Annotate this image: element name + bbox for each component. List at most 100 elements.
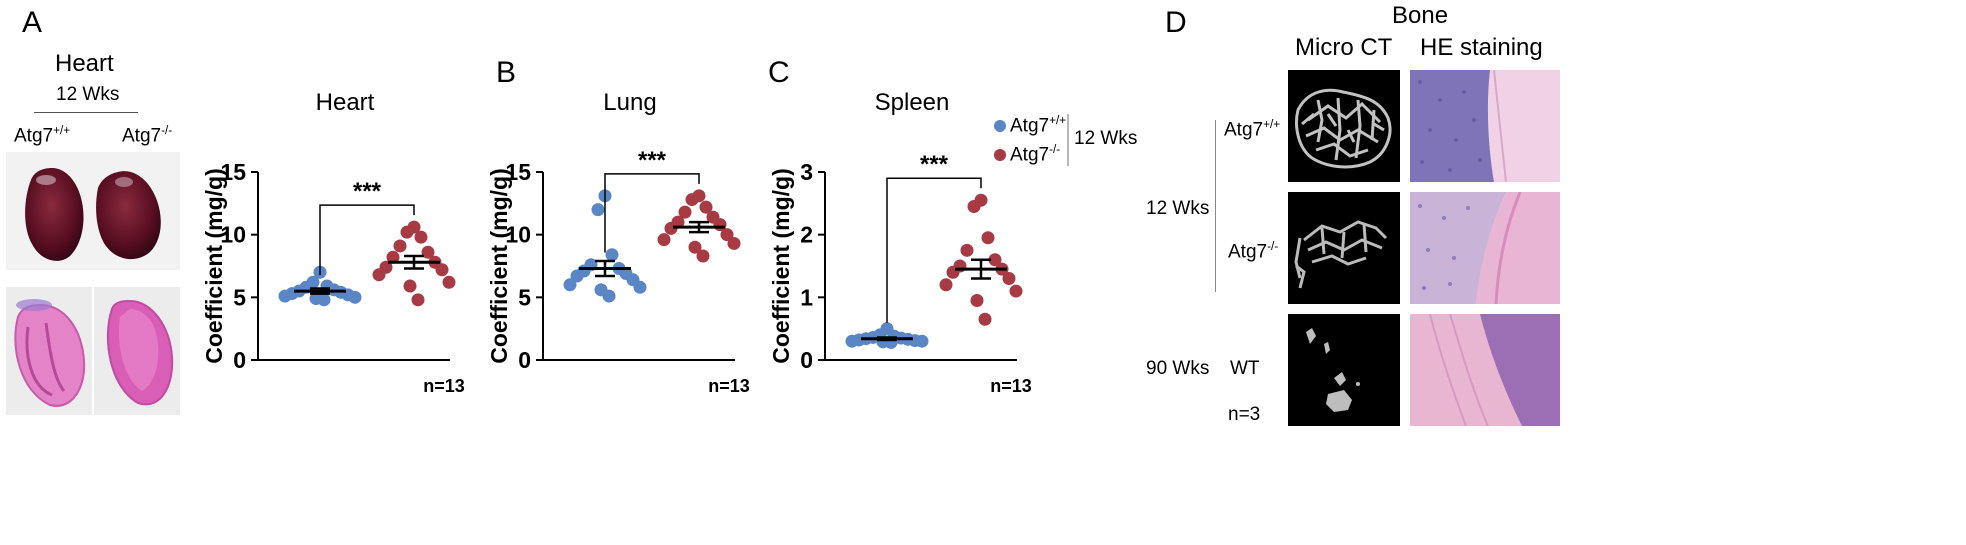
he-ko-image [1410, 192, 1560, 304]
heart-photo-genotype-ko: Atg7-/- [122, 124, 173, 147]
data-point [1009, 284, 1023, 298]
data-point [605, 248, 619, 262]
data-point [414, 230, 428, 244]
data-point [602, 289, 616, 303]
y-tick-label: 15 [505, 159, 531, 185]
data-point [372, 268, 386, 282]
y-axis-label: Coefficient (mg/g) [486, 168, 512, 364]
data-point [435, 263, 449, 277]
y-axis-label: Coefficient (mg/g) [201, 168, 227, 364]
n-label: n=13 [708, 376, 750, 396]
chart-heart: Heart Coefficient (mg/g) 0 5 10 15 *** n=13 [201, 89, 465, 396]
chart-lung: Lung Coefficient (mg/g) 0 5 10 15 *** n=13 [486, 89, 750, 396]
bone-n-label: n=3 [1228, 404, 1261, 425]
data-point [720, 228, 734, 242]
data-point [664, 221, 678, 235]
data-point [696, 249, 710, 263]
data-point [727, 236, 741, 250]
legend-swatch-wt [994, 120, 1006, 132]
y-tick-label: 0 [800, 347, 813, 373]
data-point [403, 279, 417, 293]
data-point [386, 250, 400, 264]
y-tick-label: 10 [220, 222, 246, 248]
y-tick-label: 15 [220, 159, 246, 185]
heart-section-photo [6, 287, 180, 415]
microct-wt-image [1288, 70, 1400, 182]
legend-swatch-ko [994, 149, 1006, 161]
n-label: n=13 [423, 376, 465, 396]
data-point [970, 293, 984, 307]
heart-photo-title: Heart [55, 50, 114, 77]
chart-title: Heart [316, 89, 375, 116]
data-point [317, 293, 331, 307]
data-point [411, 293, 425, 307]
bone-row-ko: Atg7-/- [1228, 240, 1279, 263]
significance-bracket [604, 173, 700, 253]
data-point [348, 290, 362, 304]
he-wt-image [1410, 70, 1560, 182]
data-point [915, 334, 929, 348]
y-tick-label: 3 [800, 159, 813, 185]
y-axis-label: Coefficient (mg/g) [768, 168, 794, 364]
data-point [981, 231, 995, 245]
bone-row-old-wt: WT [1230, 358, 1260, 379]
heart-photo-subtitle: 12 Wks [56, 84, 120, 105]
subtitle-rule [34, 112, 138, 113]
panel-letter-d: D [1165, 6, 1187, 39]
y-tick-label: 0 [518, 347, 531, 373]
bone-group-12wks: 12 Wks [1146, 198, 1210, 219]
bone-col-microct: Micro CT [1295, 34, 1393, 61]
data-point [421, 245, 435, 259]
significance-label: *** [920, 151, 949, 178]
y-tick-label: 1 [800, 284, 813, 310]
y-tick-label: 5 [518, 284, 531, 310]
n-label: n=13 [990, 376, 1032, 396]
panel-letter-b: B [496, 56, 517, 89]
data-point [688, 240, 702, 254]
heart-photo-genotype-wt: Atg7+/+ [14, 124, 71, 147]
data-point [278, 289, 292, 303]
y-tick-label: 5 [233, 284, 246, 310]
bone-group-90wks: 90 Wks [1146, 358, 1210, 379]
data-point [657, 233, 671, 247]
significance-bracket [319, 204, 415, 276]
significance-label: *** [638, 147, 667, 174]
panel-letter-a: A [22, 6, 43, 39]
data-point [685, 193, 699, 207]
bone-col-he: HE staining [1420, 34, 1543, 61]
data-point [400, 225, 414, 239]
bone-group-bracket [1215, 120, 1216, 292]
bone-title: Bone [1392, 2, 1449, 29]
y-tick-label: 10 [505, 222, 531, 248]
data-point [1002, 272, 1016, 286]
microct-ko-image [1288, 192, 1400, 304]
chart-title: Lung [603, 89, 656, 116]
legend-label-wt: Atg7+/+ [1010, 114, 1067, 137]
legend-label-ko: Atg7-/- [1010, 143, 1061, 166]
significance-bracket [886, 177, 982, 323]
significance-label: *** [353, 178, 382, 205]
data-point [393, 239, 407, 253]
legend: Atg7+/+ Atg7-/- 12 Wks [988, 114, 1188, 170]
chart-spleen: Spleen Coefficient (mg/g) 0 1 2 3 *** n=13 [768, 89, 1032, 396]
data-point [978, 312, 992, 326]
data-point [633, 280, 647, 294]
data-point [591, 203, 605, 217]
data-point [699, 200, 713, 214]
bone-row-wt: Atg7+/+ [1224, 118, 1281, 141]
panel-letter-c: C [768, 56, 790, 89]
legend-group-label: 12 Wks [1074, 128, 1138, 149]
microct-old-image [1288, 314, 1400, 426]
data-point [678, 205, 692, 219]
data-point [563, 278, 577, 292]
y-tick-label: 2 [800, 222, 813, 248]
data-point [988, 253, 1002, 267]
chart-title: Spleen [875, 89, 950, 116]
data-point [960, 243, 974, 257]
y-tick-label: 0 [233, 347, 246, 373]
data-point [939, 278, 953, 292]
data-point [845, 334, 859, 348]
data-point [442, 275, 456, 289]
data-point [570, 269, 584, 283]
data-point [967, 199, 981, 213]
